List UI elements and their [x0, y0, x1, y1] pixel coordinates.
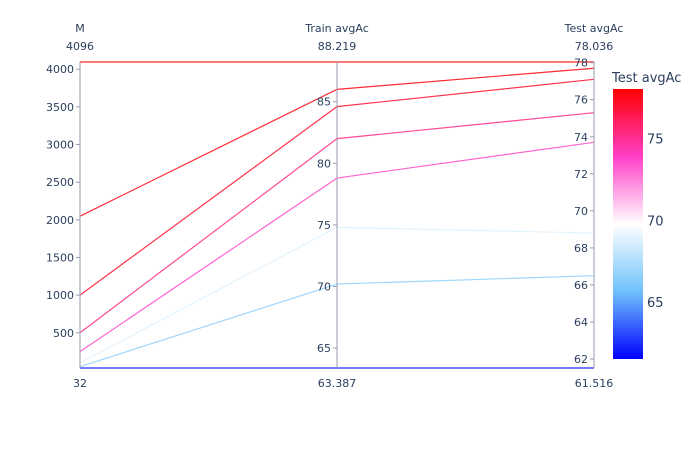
tick-label: 1000	[46, 289, 74, 302]
tick-label: 78	[574, 57, 588, 70]
colorbar-tick-label: 70	[647, 214, 664, 229]
tick-label: 500	[53, 327, 74, 340]
colorbar-tick-label: 75	[647, 133, 664, 148]
axis-range-min: 61.516	[575, 377, 614, 390]
tick-label: 74	[574, 131, 588, 144]
tick-label: 76	[574, 94, 588, 107]
axis-1: Train avgAc 88.219 63.387 65 70 75 80 85	[304, 22, 369, 390]
tick-label: 85	[317, 96, 331, 109]
axis-range-max: 78.036	[575, 40, 614, 53]
tick-label: 66	[574, 279, 588, 292]
tick-label: 75	[317, 219, 331, 232]
axis-range-max: 4096	[66, 40, 94, 53]
axis-2: Test avgAc 78.036 61.516 62 64 66 68 70 72 74 76 78	[564, 22, 624, 390]
tick-label: 65	[317, 342, 331, 355]
axis-range-min: 63.387	[318, 377, 357, 390]
tick-label: 68	[574, 242, 588, 255]
tick-label: 3000	[46, 139, 74, 152]
colorbar-tick-label: 65	[647, 296, 664, 311]
axis-title: M	[75, 22, 85, 35]
axes: M 4096 32 500 1000 1500 2000 2500 3000 3500 4000 Tr…	[46, 22, 623, 390]
tick-label: 2000	[46, 214, 74, 227]
colorbar-gradient	[613, 89, 643, 359]
axis-title: Test avgAc	[564, 22, 624, 35]
tick-label: 3500	[46, 101, 74, 114]
tick-label: 80	[317, 157, 331, 170]
tick-label: 70	[317, 281, 331, 294]
tick-label: 2500	[46, 176, 74, 189]
colorbar: Test avgAc 65 70 75	[611, 71, 681, 359]
tick-label: 64	[574, 316, 588, 329]
tick-label: 4000	[46, 63, 74, 76]
tick-label: 72	[574, 168, 588, 181]
axis-title: Train avgAc	[304, 22, 369, 35]
colorbar-title: Test avgAc	[611, 71, 681, 86]
axis-range-max: 88.219	[318, 40, 357, 53]
axis-range-min: 32	[73, 377, 87, 390]
tick-label: 1500	[46, 251, 74, 264]
tick-label: 70	[574, 205, 588, 218]
axis-0: M 4096 32 500 1000 1500 2000 2500 3000 3500 4000	[46, 22, 94, 390]
tick-label: 62	[574, 353, 588, 366]
